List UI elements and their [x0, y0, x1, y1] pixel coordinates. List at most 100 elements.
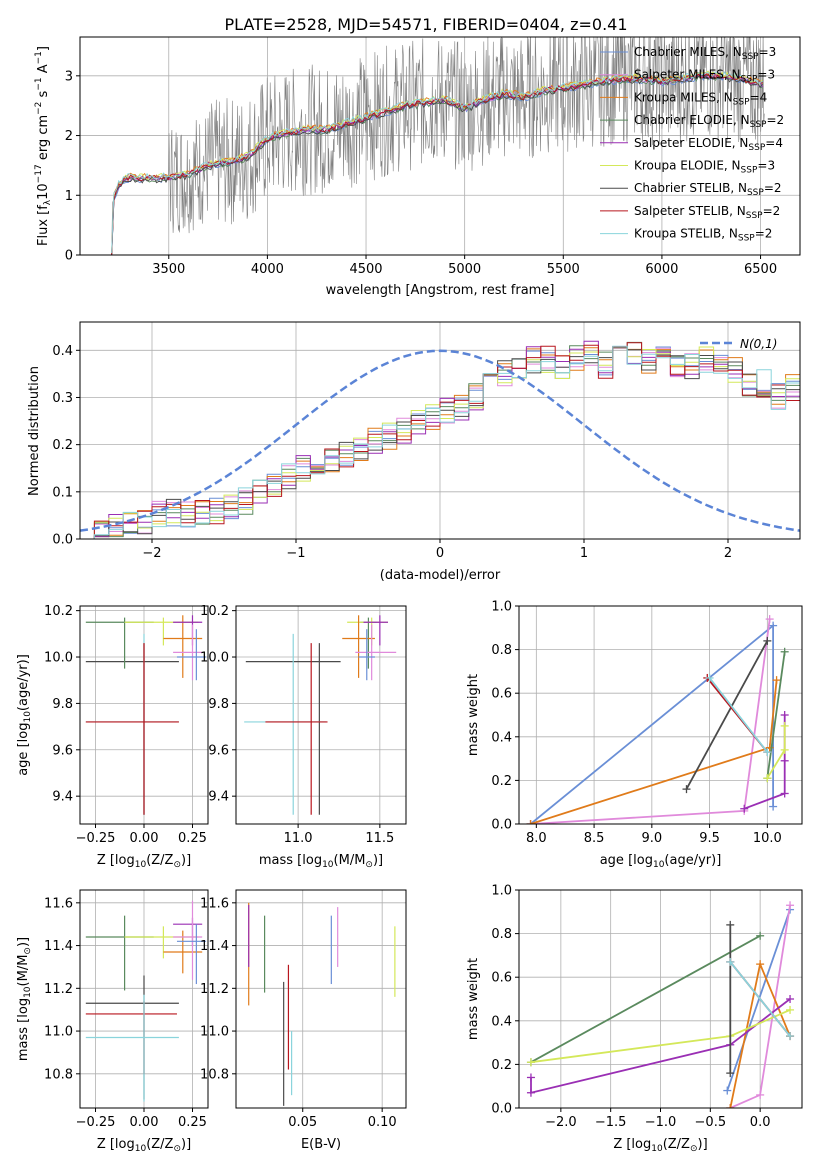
y-axis-label: mass [log10(M/M⊙)] [16, 937, 33, 1061]
y-tick-label: 11.4 [200, 939, 229, 954]
y-tick-label: 10.0 [44, 651, 73, 666]
histogram-step [93, 340, 800, 539]
legend: Chabrier MILES, NSSP=3 Salpeter MILES, NS… [600, 45, 784, 244]
legend-entry: N(0,1) [740, 337, 777, 351]
panel-mass_vs_EBV: 0.05 0.10 10.8 11.0 11.2 11.4 11.6 E(B-V) [200, 889, 407, 1152]
series-line [530, 935, 761, 1063]
panel-age_vs_mass: 11.0 11.5 9.4 9.6 9.8 10.0 10.2 mass [log10(M/M… [200, 604, 407, 870]
y-tick-label: 3 [65, 69, 73, 84]
spectrum-model-line [111, 72, 763, 255]
x-tick-label: 9.0 [641, 831, 662, 846]
x-axis-label: E(B-V) [301, 1137, 341, 1152]
grid [236, 890, 406, 1108]
panel-mass_weight_vs_age: 8.0 8.5 9.0 9.5 10.0 0.0 0.2 0.4 0.6 0.8 1.0 mass w… [466, 600, 803, 870]
histogram-step [93, 347, 800, 539]
grid [519, 890, 802, 1108]
grid [236, 606, 406, 824]
x-tick-label: −1.5 [595, 1115, 627, 1130]
y-tick-label: 0.0 [52, 533, 73, 548]
y-tick-label: 9.6 [52, 743, 73, 758]
y-tick-label: 0.0 [491, 818, 512, 833]
y-tick-label: 0.0 [491, 1102, 512, 1117]
y-tick-label: 9.4 [52, 790, 73, 805]
y-tick-label: 0.6 [491, 971, 512, 986]
legend-entry: Chabrier MILES, NSSP=3 [634, 45, 776, 62]
legend-entry: Kroupa ELODIE, NSSP=3 [634, 159, 775, 176]
x-tick-label: −2.0 [545, 1115, 577, 1130]
x-axis-label: mass [log10(M/M⊙)] [259, 853, 383, 870]
y-tick-label: 10.2 [200, 604, 229, 619]
x-tick-label: 0.00 [130, 1115, 159, 1130]
spectrum-model-line [111, 74, 763, 255]
histogram-step [93, 346, 800, 539]
y-axis-label: Flux [fλ10−17 erg cm−2 s−1 A−1] [34, 46, 53, 246]
x-axis-label: Z [log10(Z/Z⊙)] [97, 853, 191, 870]
plot-area [236, 606, 406, 824]
histogram-step [93, 345, 800, 539]
x-tick-label: 0.0 [750, 1115, 771, 1130]
y-tick-label: 9.8 [208, 697, 229, 712]
y-tick-label: 0.6 [491, 687, 512, 702]
plot-area [80, 606, 208, 824]
x-axis-label: age [log10(age/yr)] [600, 853, 722, 870]
x-tick-label: 5500 [547, 262, 580, 277]
y-tick-label: 0.2 [52, 438, 73, 453]
y-tick-label: 11.4 [44, 939, 73, 954]
x-axis-label: Z [log10(Z/Z⊙)] [97, 1137, 191, 1154]
series-line [708, 677, 769, 753]
plot-area [236, 890, 406, 1108]
y-tick-label: 10.8 [44, 1067, 73, 1082]
y-tick-label: 1 [65, 189, 73, 204]
x-axis-label: Z [log10(Z/Z⊙)] [613, 1137, 707, 1154]
y-tick-label: 9.6 [208, 743, 229, 758]
legend-entry: Salpeter MILES, NSSP=3 [634, 68, 775, 85]
spectrum-data-line [111, 37, 765, 255]
series-line [726, 909, 791, 1091]
y-tick-label: 10.8 [200, 1067, 229, 1082]
x-tick-label: 1 [580, 546, 588, 561]
x-tick-label: 11.0 [284, 831, 313, 846]
y-tick-label: 1.0 [491, 600, 512, 615]
y-tick-label: 10.0 [200, 651, 229, 666]
panel-spectrum: 3500 4000 4500 5000 5500 6000 6500 0 1 2 3 waveleng… [34, 36, 801, 298]
y-tick-label: 0.2 [491, 1058, 512, 1073]
panel-mass_weight_vs_Z: −2.0 −1.5 −1.0 −0.5 0.0 0.0 0.2 0.4 0.6 0.8 1.0 mas… [466, 884, 803, 1154]
series-line [530, 998, 791, 1094]
y-axis-label: Normed distribution [27, 366, 42, 496]
series-line [530, 680, 778, 824]
x-tick-label: 0.25 [178, 1115, 207, 1130]
y-tick-label: 11.2 [44, 982, 73, 997]
x-tick-label: −1 [286, 546, 305, 561]
plot-area [80, 322, 800, 539]
x-tick-label: −0.25 [76, 1115, 116, 1130]
y-tick-label: 0.4 [491, 730, 512, 745]
plot-area [80, 37, 800, 255]
series-line [729, 961, 791, 1037]
x-tick-label: 8.0 [526, 831, 547, 846]
histogram-step [93, 347, 800, 539]
x-tick-label: 8.5 [584, 831, 605, 846]
x-tick-label: 0.05 [288, 1115, 317, 1130]
legend-entry: Kroupa STELIB, NSSP=2 [634, 227, 772, 244]
x-tick-label: −0.25 [76, 831, 116, 846]
x-tick-label: 0 [436, 546, 444, 561]
y-axis-label: mass weight [466, 674, 481, 756]
y-tick-label: 0.3 [52, 391, 73, 406]
x-tick-label: 11.5 [365, 831, 394, 846]
axes-frame [79, 36, 801, 256]
y-tick-label: 9.4 [208, 790, 229, 805]
series-line [766, 651, 786, 779]
y-tick-label: 2 [65, 129, 73, 144]
x-tick-label: −1.0 [645, 1115, 677, 1130]
plot-area [519, 606, 802, 824]
normal-curve [80, 349, 800, 532]
spectrum-model-line [111, 74, 763, 255]
x-tick-label: −0.5 [695, 1115, 727, 1130]
y-tick-label: 0 [65, 249, 73, 264]
y-tick-label: 11.6 [200, 896, 229, 911]
panel-age_vs_Z: −0.25 0.00 0.25 9.4 9.6 9.8 10.0 10.2 Z [log10(Z… [16, 604, 209, 870]
x-axis-label: (data-model)/error [380, 568, 501, 583]
y-tick-label: 11.0 [44, 1025, 73, 1040]
axes-frame [235, 605, 407, 825]
x-tick-label: 3500 [152, 262, 185, 277]
